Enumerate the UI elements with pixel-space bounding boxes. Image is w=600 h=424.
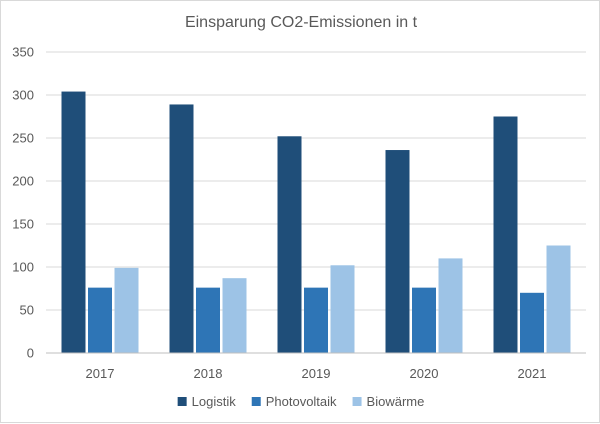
y-tick-label: 300 — [12, 88, 34, 103]
y-tick-label: 0 — [27, 346, 34, 361]
bar-logistik-2019 — [277, 136, 302, 353]
x-tick-label: 2017 — [86, 366, 115, 381]
y-tick-label: 150 — [12, 217, 34, 232]
bar-photovoltaik-2019 — [304, 287, 328, 353]
x-axis-ticks: 2017 2018 2019 2020 2021 — [86, 366, 547, 381]
bar-biowärme-2019 — [330, 265, 355, 353]
bar-logistik-2017 — [61, 91, 86, 353]
legend-swatch — [352, 397, 362, 406]
bar-logistik-2020 — [385, 150, 410, 353]
bar-biowärme-2017 — [114, 267, 139, 353]
y-axis-ticks: 0 50 100 150 200 250 300 350 — [12, 45, 34, 361]
bar-photovoltaik-2018 — [196, 287, 220, 353]
gridlines — [46, 51, 586, 311]
bar-photovoltaik-2020 — [412, 287, 436, 353]
x-tick-label: 2021 — [518, 366, 547, 381]
legend-swatch — [177, 397, 187, 406]
bar-logistik-2021 — [493, 116, 518, 353]
bar-photovoltaik-2021 — [520, 292, 544, 353]
legend-item-biowärme: Biowärme — [352, 394, 425, 409]
y-tick-label: 50 — [20, 303, 34, 318]
x-tick-label: 2019 — [302, 366, 331, 381]
bar-biowärme-2021 — [546, 245, 571, 353]
bar-biowärme-2020 — [438, 258, 463, 353]
legend-item-photovoltaik: Photovoltaik — [251, 394, 337, 409]
bar-logistik-2018 — [169, 104, 194, 354]
chart-title: Einsparung CO2-Emissionen in t — [185, 14, 418, 31]
x-tick-label: 2020 — [410, 366, 439, 381]
bar-biowärme-2018 — [222, 278, 247, 353]
legend-label: Biowärme — [367, 394, 425, 409]
bar-photovoltaik-2017 — [88, 287, 112, 353]
legend-label: Logistik — [192, 394, 237, 409]
y-tick-label: 350 — [12, 45, 34, 60]
y-tick-label: 200 — [12, 174, 34, 189]
y-tick-label: 100 — [12, 260, 34, 275]
legend-label: Photovoltaik — [266, 394, 337, 409]
legend-item-logistik: Logistik — [177, 394, 237, 409]
legend: Logistik Photovoltaik Biowärme — [177, 394, 425, 409]
legend-swatch — [251, 397, 261, 406]
x-tick-label: 2018 — [194, 366, 223, 381]
bars — [61, 91, 571, 354]
y-tick-label: 250 — [12, 131, 34, 146]
